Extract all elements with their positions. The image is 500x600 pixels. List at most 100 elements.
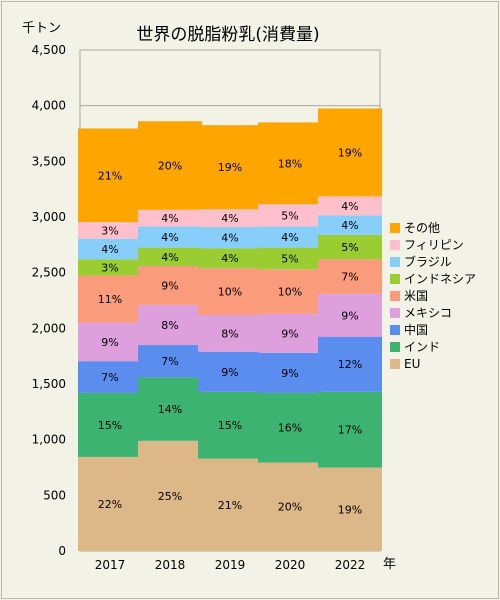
x-tick-label: 2017 bbox=[95, 558, 126, 572]
data-label: 9% bbox=[101, 336, 118, 349]
bar-segment bbox=[138, 377, 202, 441]
data-label: 20% bbox=[278, 501, 302, 514]
y-tick-label: 500 bbox=[43, 488, 66, 502]
bar-segment bbox=[318, 336, 382, 392]
data-label: 3% bbox=[101, 261, 118, 274]
bar-segment bbox=[318, 108, 382, 197]
data-label: 9% bbox=[281, 327, 298, 340]
y-tick-label: 4,000 bbox=[32, 99, 66, 113]
data-label: 4% bbox=[281, 231, 298, 244]
y-tick-label: 2,500 bbox=[32, 266, 66, 280]
data-label: 7% bbox=[341, 271, 358, 284]
x-tick-label: 2019 bbox=[215, 558, 246, 572]
bar-segment bbox=[138, 226, 202, 248]
bar-segment bbox=[258, 226, 322, 248]
chart-title: 世界の脱脂粉乳(消費量) bbox=[136, 25, 319, 45]
legend-swatch bbox=[390, 257, 400, 267]
bar-segment bbox=[78, 238, 142, 260]
data-label: 18% bbox=[278, 157, 302, 170]
legend-swatch bbox=[390, 308, 400, 318]
data-label: 11% bbox=[98, 293, 122, 306]
bar-segment bbox=[318, 215, 382, 235]
legend-label: 中国 bbox=[404, 322, 428, 337]
y-tick-label: 3,000 bbox=[32, 210, 66, 224]
bar-segment bbox=[198, 351, 262, 392]
x-tick-label: 2022 bbox=[335, 558, 366, 572]
y-tick-label: 1,500 bbox=[32, 377, 66, 391]
y-tick-label: 2,000 bbox=[32, 321, 66, 335]
bar-segment bbox=[138, 209, 202, 227]
bar-segment bbox=[198, 314, 262, 352]
data-label: 19% bbox=[338, 146, 362, 159]
data-label: 4% bbox=[161, 212, 178, 225]
bar-segment bbox=[198, 248, 262, 269]
legend-label: EU bbox=[404, 357, 420, 371]
legend-label: インド bbox=[404, 340, 440, 354]
x-tick-label: 2020 bbox=[275, 558, 306, 572]
data-label: 5% bbox=[281, 209, 298, 222]
bar-segment bbox=[138, 440, 202, 551]
bar-segment bbox=[78, 322, 142, 362]
bar-segment bbox=[258, 204, 322, 227]
bar-segment bbox=[78, 128, 142, 223]
legend-swatch bbox=[390, 325, 400, 335]
bar-segment bbox=[318, 467, 382, 551]
bar-segment bbox=[198, 391, 262, 459]
data-label: 4% bbox=[221, 232, 238, 245]
data-label: 22% bbox=[98, 498, 122, 511]
bar-segment bbox=[258, 313, 322, 353]
bar-segment bbox=[78, 259, 142, 276]
legend-swatch bbox=[390, 240, 400, 250]
data-label: 3% bbox=[101, 224, 118, 237]
legend-label: 米国 bbox=[404, 289, 428, 303]
bar-segment bbox=[78, 456, 142, 551]
data-label: 9% bbox=[161, 279, 178, 292]
bar-segment bbox=[318, 234, 382, 260]
bar-segment bbox=[78, 361, 142, 393]
legend-swatch bbox=[390, 359, 400, 369]
bar-segment bbox=[138, 247, 202, 266]
bar-segment bbox=[318, 196, 382, 216]
data-label: 16% bbox=[278, 422, 302, 435]
data-label: 4% bbox=[221, 212, 238, 225]
bar-segment bbox=[198, 268, 262, 315]
data-label: 8% bbox=[161, 319, 178, 332]
data-label: 4% bbox=[161, 251, 178, 264]
bar-segment bbox=[258, 392, 322, 463]
data-label: 10% bbox=[218, 286, 242, 299]
bar-segment bbox=[198, 125, 262, 210]
data-label: 21% bbox=[218, 499, 242, 512]
bar-segment bbox=[258, 247, 322, 270]
data-label: 4% bbox=[161, 231, 178, 244]
bar-segment bbox=[78, 392, 142, 457]
bar-segment bbox=[138, 345, 202, 378]
bar-segment bbox=[198, 458, 262, 551]
data-label: 14% bbox=[158, 403, 182, 416]
bar-segment bbox=[198, 227, 262, 249]
bar-segment bbox=[138, 265, 202, 305]
bar-segment bbox=[138, 304, 202, 346]
y-tick-label: 3,500 bbox=[32, 154, 66, 168]
data-label: 15% bbox=[218, 419, 242, 432]
y-tick-label: 1,000 bbox=[32, 433, 66, 447]
bar-segment bbox=[258, 352, 322, 393]
legend-swatch bbox=[390, 342, 400, 352]
data-label: 19% bbox=[218, 161, 242, 174]
data-label: 7% bbox=[101, 371, 118, 384]
legend-swatch bbox=[390, 274, 400, 284]
data-label: 4% bbox=[341, 219, 358, 232]
y-tick-label: 0 bbox=[58, 544, 66, 558]
legend-label: フィリピン bbox=[404, 238, 464, 252]
data-label: 4% bbox=[341, 200, 358, 213]
y-tick-label: 4,500 bbox=[32, 43, 66, 57]
data-label: 4% bbox=[221, 252, 238, 265]
data-label: 9% bbox=[341, 309, 358, 322]
data-label: 4% bbox=[101, 243, 118, 256]
data-label: 9% bbox=[221, 366, 238, 379]
data-label: 9% bbox=[281, 367, 298, 380]
bar-segment bbox=[318, 391, 382, 468]
y-axis-unit-label: 千トン bbox=[22, 21, 61, 36]
legend-swatch bbox=[390, 223, 400, 233]
data-label: 17% bbox=[338, 424, 362, 437]
x-axis-unit-label: 年 bbox=[383, 557, 396, 572]
